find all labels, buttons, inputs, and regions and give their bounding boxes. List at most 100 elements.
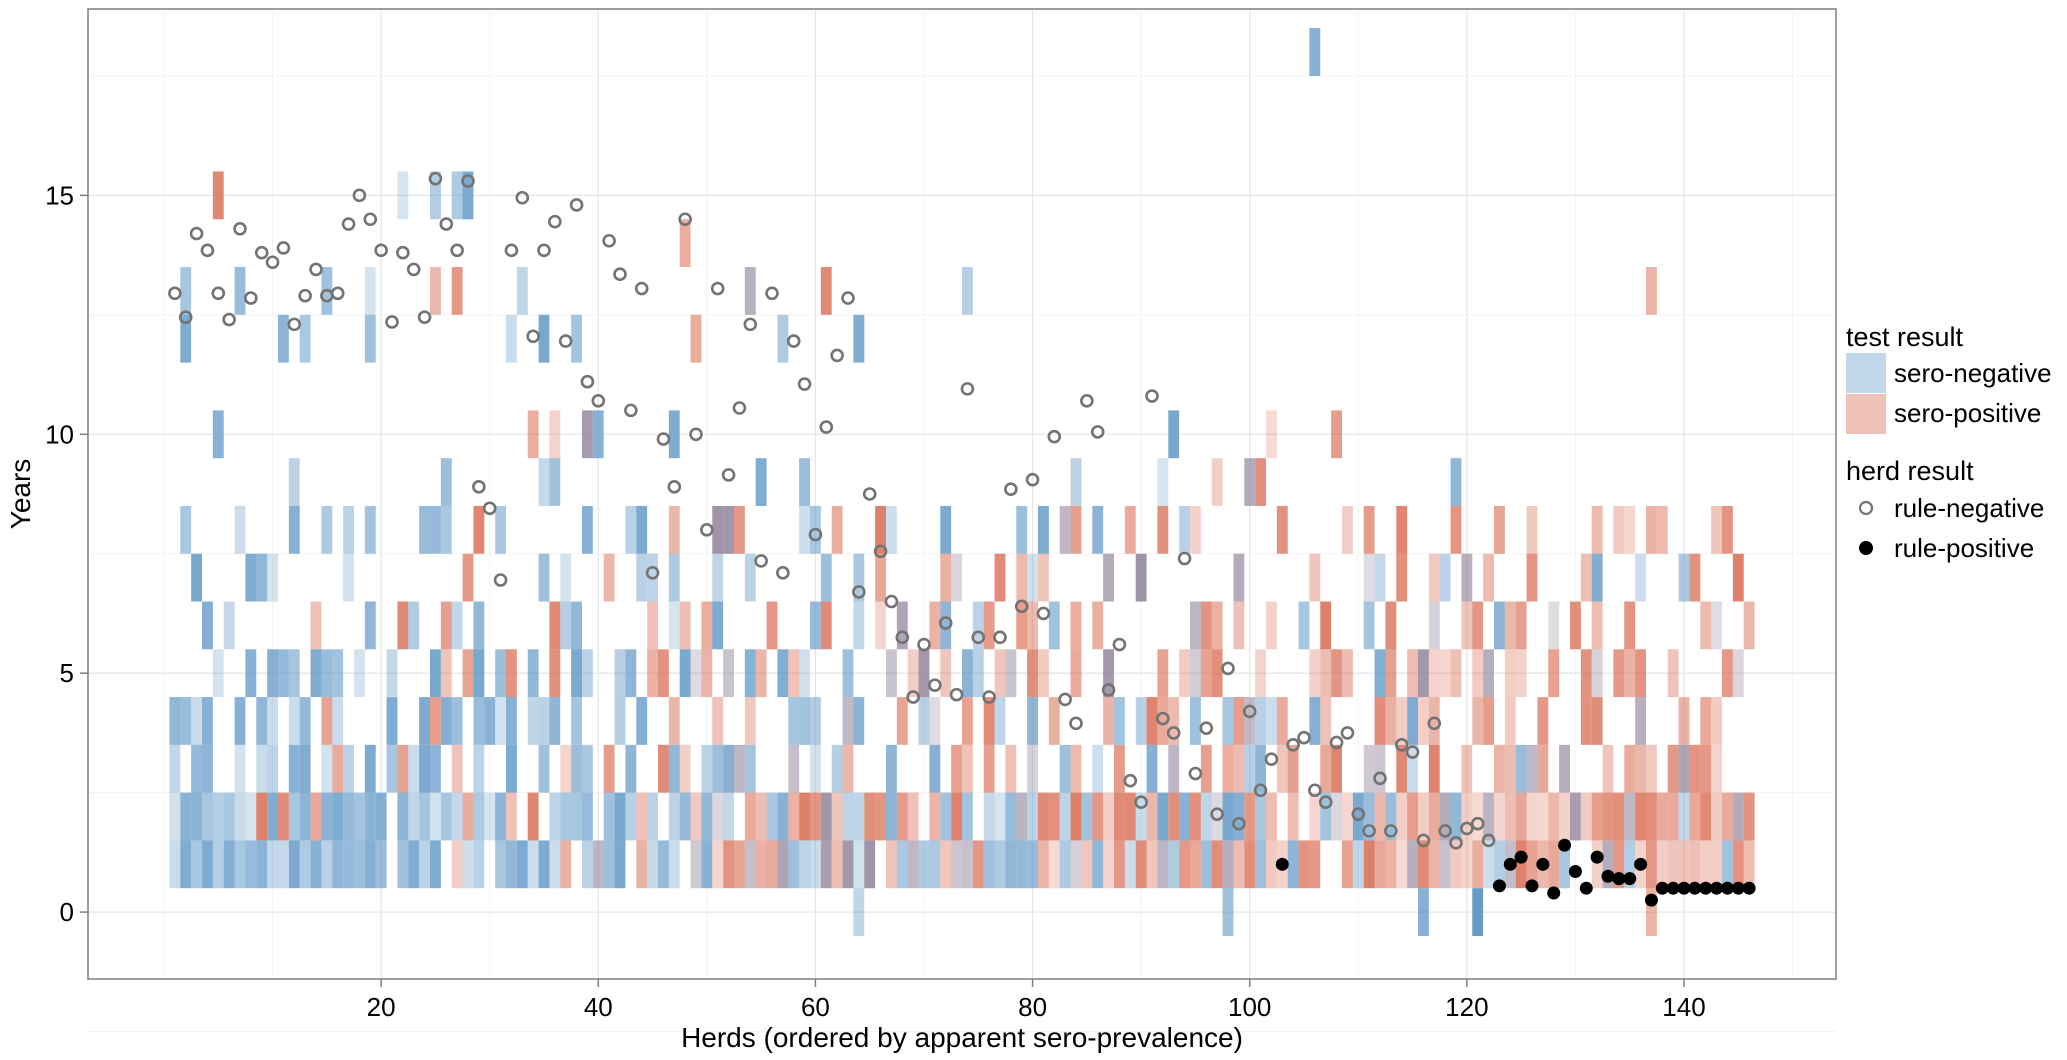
- test-result-cell: [864, 840, 876, 889]
- test-result-cell: [191, 744, 202, 793]
- test-result-cell: [234, 840, 246, 889]
- test-result-cell: [1374, 553, 1386, 602]
- test-result-cell: [1146, 697, 1158, 745]
- rule-negative-point: [613, 267, 627, 281]
- test-result-cell: [842, 840, 854, 889]
- test-result-cell: [571, 649, 582, 698]
- rule-negative-point: [1069, 716, 1083, 731]
- test-result-cell: [212, 649, 224, 698]
- test-result-cell: [1211, 792, 1223, 841]
- rule-negative-point: [168, 286, 182, 301]
- test-result-cell: [202, 792, 213, 841]
- test-result-cell: [983, 697, 995, 745]
- rule-negative-point: [396, 245, 410, 260]
- test-result-cell: [1407, 744, 1418, 793]
- test-result-cell: [886, 505, 897, 554]
- rule-negative-point: [385, 315, 399, 329]
- test-result-cell: [495, 840, 506, 889]
- test-result-cell: [560, 744, 572, 793]
- test-result-cell: [1016, 601, 1028, 650]
- test-result-cell: [1483, 792, 1494, 841]
- rule-negative-point: [276, 241, 291, 255]
- test-result-cell: [1396, 792, 1408, 841]
- test-result-cell: [375, 840, 387, 889]
- rule-negative-point: [1156, 711, 1170, 726]
- test-result-cell: [679, 744, 691, 793]
- test-result-cell: [1407, 840, 1418, 889]
- test-result-cell: [723, 649, 734, 698]
- test-result-cell: [842, 649, 854, 698]
- test-result-cell: [788, 744, 800, 793]
- rule-negative-point: [1340, 726, 1355, 740]
- test-result-cell: [1146, 744, 1158, 793]
- rule-positive-point: [1558, 838, 1572, 852]
- test-result-cell: [582, 649, 593, 698]
- test-result-cell: [1526, 744, 1538, 793]
- test-result-cell: [288, 744, 300, 793]
- test-result-cell: [1396, 505, 1408, 554]
- test-result-cell: [1407, 792, 1418, 841]
- test-result-cell: [1222, 840, 1234, 889]
- test-result-cell: [951, 553, 962, 602]
- test-result-cell: [592, 410, 604, 459]
- test-result-cell: [1689, 553, 1701, 602]
- test-result-cell: [1331, 410, 1342, 459]
- test-result-cell: [1287, 792, 1299, 841]
- rule-negative-point: [710, 281, 725, 296]
- test-result-cell: [332, 744, 344, 793]
- test-result-cell: [473, 601, 485, 650]
- test-result-cell: [202, 697, 213, 745]
- test-result-cell: [1363, 505, 1375, 554]
- test-result-cell: [1591, 601, 1603, 650]
- test-result-cell: [288, 505, 300, 554]
- test-result-cell: [1309, 553, 1321, 602]
- rule-negative-point: [830, 348, 844, 363]
- rule-negative-point: [1232, 816, 1246, 831]
- rule-negative-point: [754, 554, 768, 568]
- rule-positive-point: [1492, 879, 1506, 893]
- test-result-cell: [810, 840, 821, 889]
- test-result-cell: [1602, 744, 1614, 793]
- test-result-cell: [332, 649, 344, 698]
- test-result-cell: [1374, 744, 1386, 793]
- test-result-cell: [1179, 505, 1190, 554]
- test-result-cell: [755, 649, 767, 698]
- rule-negative-point: [938, 616, 953, 630]
- test-result-cell: [1342, 792, 1353, 841]
- y-axis-title: Years: [5, 459, 36, 530]
- test-result-cell: [1374, 792, 1386, 841]
- rule-negative-point: [786, 334, 801, 348]
- test-result-cell: [1515, 649, 1527, 698]
- test-result-cell: [614, 649, 626, 698]
- test-result-cell: [679, 219, 691, 268]
- test-result-cell: [1124, 792, 1136, 841]
- test-result-cell: [288, 649, 300, 698]
- test-result-cell: [1646, 744, 1657, 793]
- rule-positive-point: [1503, 857, 1517, 871]
- test-result-cell: [278, 840, 289, 889]
- test-result-cell: [1732, 649, 1744, 698]
- test-result-cell: [820, 267, 832, 315]
- test-result-cell: [690, 792, 702, 841]
- test-result-cell: [332, 697, 344, 745]
- test-result-cell: [1157, 840, 1169, 889]
- test-result-cell: [647, 792, 658, 841]
- test-result-cell: [1613, 649, 1625, 698]
- test-result-cell: [744, 840, 756, 889]
- test-result-cell: [1027, 792, 1038, 841]
- test-result-cell: [321, 505, 333, 554]
- test-result-cell: [1494, 505, 1505, 554]
- test-result-cell: [397, 744, 409, 793]
- test-result-cell: [267, 697, 278, 745]
- test-result-cell: [668, 697, 680, 745]
- rule-negative-point: [406, 262, 421, 277]
- rule-negative-point: [971, 630, 986, 645]
- test-result-cell: [1103, 553, 1114, 602]
- rule-negative-point: [678, 212, 692, 227]
- test-result-cell: [1418, 649, 1429, 698]
- test-result-cell: [234, 744, 246, 793]
- test-result-cell: [245, 649, 257, 698]
- test-result-cell: [278, 314, 289, 363]
- test-result-cell: [430, 697, 441, 745]
- test-result-cell: [538, 458, 550, 506]
